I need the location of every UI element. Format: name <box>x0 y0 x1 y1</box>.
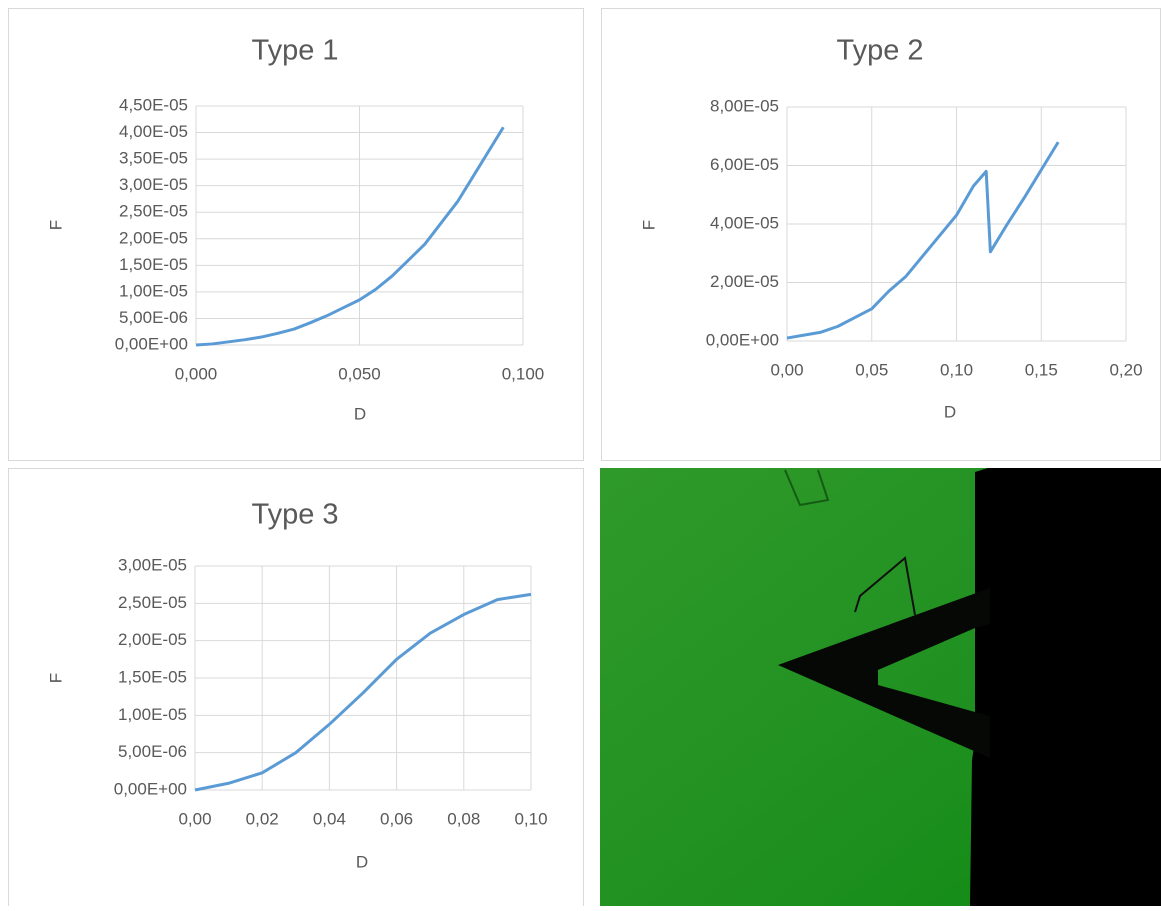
y-tick-label: 2,00E-05 <box>119 228 188 247</box>
x-tick-label: 0,04 <box>313 809 346 828</box>
y-tick-label: 3,00E-05 <box>118 555 187 574</box>
x-tick-label: 0,10 <box>940 360 973 379</box>
y-tick-label: 8,00E-05 <box>710 96 779 115</box>
chart-title: Type 2 <box>836 35 923 67</box>
x-tick-label: 0,05 <box>855 360 888 379</box>
y-tick-label: 4,50E-05 <box>119 95 188 114</box>
x-tick-label: 0,000 <box>175 364 218 383</box>
page: {"chart_data": [ {"type": "line", "title… <box>0 0 1161 906</box>
y-tick-label: 3,00E-05 <box>119 175 188 194</box>
x-tick-label: 0,15 <box>1025 360 1058 379</box>
x-axis-label: D <box>944 402 956 421</box>
x-axis-label: D <box>356 852 368 871</box>
x-tick-label: 0,050 <box>338 364 381 383</box>
y-tick-label: 5,00E-06 <box>119 308 188 327</box>
chart-title: Type 3 <box>251 499 338 531</box>
microscope-photo <box>600 468 1161 906</box>
y-tick-label: 2,50E-05 <box>119 202 188 221</box>
y-axis-label: F <box>46 673 65 683</box>
x-tick-label: 0,08 <box>447 809 480 828</box>
y-tick-label: 0,00E+00 <box>115 334 188 353</box>
y-tick-label: 0,00E+00 <box>114 779 187 798</box>
x-tick-label: 0,100 <box>502 364 545 383</box>
y-tick-label: 2,00E-05 <box>118 630 187 649</box>
y-tick-label: 2,00E-05 <box>710 272 779 291</box>
y-tick-label: 4,00E-05 <box>119 122 188 141</box>
y-tick-label: 1,50E-05 <box>119 255 188 274</box>
panel <box>9 9 584 461</box>
y-tick-label: 1,50E-05 <box>118 667 187 686</box>
x-tick-label: 0,10 <box>514 809 547 828</box>
x-tick-label: 0,02 <box>246 809 279 828</box>
y-axis-label: F <box>639 220 658 230</box>
y-tick-label: 6,00E-05 <box>710 155 779 174</box>
y-tick-label: 3,50E-05 <box>119 149 188 168</box>
x-axis-label: D <box>354 404 366 423</box>
y-tick-label: 0,00E+00 <box>706 330 779 349</box>
panel <box>602 9 1161 461</box>
y-tick-label: 1,00E-05 <box>118 705 187 724</box>
panel <box>9 469 584 907</box>
x-tick-label: 0,06 <box>380 809 413 828</box>
y-tick-label: 5,00E-06 <box>118 742 187 761</box>
x-tick-label: 0,20 <box>1109 360 1142 379</box>
y-axis-label: F <box>46 220 65 230</box>
x-tick-label: 0,00 <box>178 809 211 828</box>
figure: Type 1 F D 0,00E+00 5,00E-06 1,00E-05 1,50E-05… <box>0 0 1161 906</box>
y-tick-label: 1,00E-05 <box>119 281 188 300</box>
photo-shadow <box>970 468 1161 906</box>
y-tick-label: 2,50E-05 <box>118 593 187 612</box>
y-tick-label: 4,00E-05 <box>710 213 779 232</box>
x-tick-label: 0,00 <box>770 360 803 379</box>
chart-title: Type 1 <box>251 35 338 67</box>
